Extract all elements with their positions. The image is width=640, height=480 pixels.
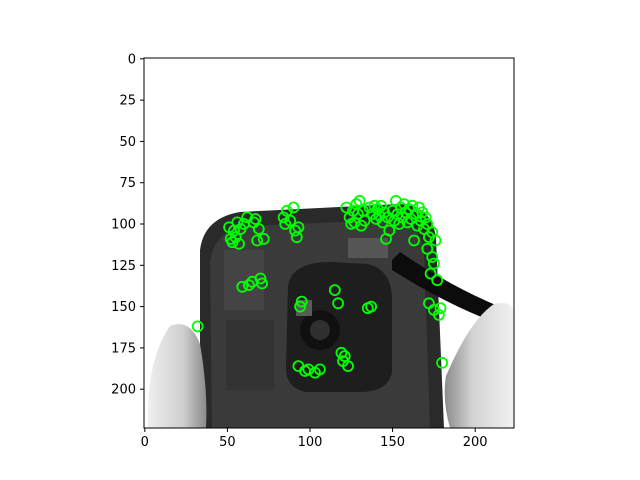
scatter-point	[295, 295, 308, 308]
scatter-point	[371, 203, 384, 216]
scatter-point	[383, 224, 396, 237]
scatter-point	[432, 308, 445, 321]
scatter-point	[242, 279, 255, 292]
scatter-point	[254, 272, 267, 285]
scatter-point	[335, 346, 348, 359]
y-tick-label: 125	[111, 259, 136, 274]
scatter-point	[436, 356, 449, 369]
scatter-point	[294, 300, 307, 313]
scatter-point	[426, 251, 439, 263]
scatter-point	[342, 360, 354, 373]
y-tick-label: 100	[111, 218, 136, 233]
scatter-point	[431, 274, 444, 287]
scatter-point	[302, 363, 315, 376]
scatter-point	[421, 218, 434, 230]
scatter-point	[358, 214, 371, 227]
scatter-point	[292, 221, 305, 234]
scatter-point	[249, 213, 262, 225]
y-tick-label: 150	[111, 300, 136, 315]
scatter-point	[375, 199, 387, 212]
scatter-point	[251, 234, 264, 247]
x-tick-label: 200	[463, 435, 488, 450]
y-tick-label: 25	[119, 94, 136, 109]
scatter-point	[368, 199, 381, 212]
scatter-point	[340, 201, 353, 214]
x-tick-label: 150	[380, 435, 405, 450]
scatter-point	[426, 226, 439, 239]
scatter-point	[332, 297, 345, 310]
scatter-point	[353, 194, 366, 207]
y-tick-label: 0	[128, 52, 136, 67]
scatter-point	[257, 232, 270, 245]
scatter-point	[427, 257, 440, 270]
scatter-point	[280, 204, 293, 217]
x-tick-label: 100	[298, 435, 323, 450]
scatter-point	[191, 320, 204, 333]
scatter-point	[363, 201, 376, 214]
scatter-point	[408, 234, 421, 247]
x-tick-label: 50	[219, 435, 236, 450]
background-photo	[144, 58, 514, 428]
scatter-point	[287, 201, 300, 214]
scatter-point	[365, 300, 378, 313]
x-tick-label: 0	[141, 435, 149, 450]
scatter-point	[401, 216, 414, 229]
y-axis-ticks: 0 25 50 75 100 125 150 175 200	[111, 52, 144, 398]
y-tick-label: 175	[111, 341, 136, 356]
axes-frame	[143, 57, 515, 429]
scatter-point	[434, 302, 447, 315]
scatter-point	[252, 223, 265, 235]
scatter-point	[284, 214, 297, 227]
scatter-points	[191, 194, 449, 379]
scatter-point	[277, 211, 290, 224]
y-tick-label: 75	[119, 176, 136, 191]
scatter-point	[231, 216, 244, 229]
scatter-point	[419, 211, 432, 224]
scatter-point	[424, 267, 437, 280]
scatter-point	[289, 224, 302, 237]
x-axis-ticks: 0 50 100 150 200	[141, 428, 488, 450]
y-tick-label: 50	[119, 135, 136, 150]
scatter-point	[256, 277, 269, 290]
scatter-point	[328, 284, 341, 297]
scatter-point	[233, 237, 245, 250]
scatter-point	[236, 280, 249, 293]
scatter-point	[313, 363, 326, 376]
scatter-point	[393, 218, 406, 230]
scatter-point	[338, 350, 351, 363]
y-tick-label: 200	[111, 383, 136, 398]
